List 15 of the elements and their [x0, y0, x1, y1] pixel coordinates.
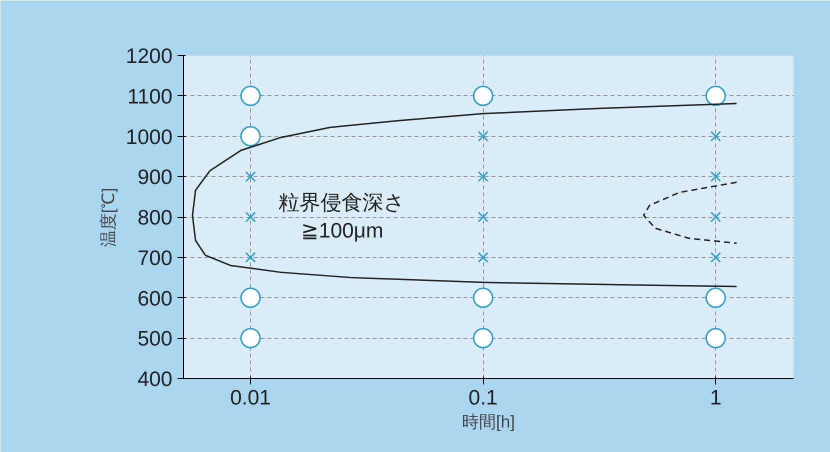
x-axis-title: 時間[h]: [462, 412, 515, 432]
y-tick-label: 1200: [126, 45, 172, 68]
x-tick-label: 0.01: [230, 386, 271, 410]
y-axis-title: 温度[℃]: [98, 188, 118, 248]
y-tick-label: 1100: [127, 85, 173, 108]
y-tick-label: 900: [137, 166, 173, 190]
y-tick-label: 1000: [126, 126, 172, 149]
x-tick-label: 0.1: [468, 386, 498, 410]
y-tick-label: 700: [137, 246, 173, 270]
annotation: 粒界侵食深さ ≧100μm: [278, 192, 406, 242]
x-tick-label: 1: [710, 386, 722, 410]
y-tick-label: 800: [137, 206, 173, 230]
y-tick-label: 400: [137, 368, 173, 391]
y-tick-label: 600: [137, 287, 173, 310]
y-tick-label: 500: [137, 328, 173, 351]
